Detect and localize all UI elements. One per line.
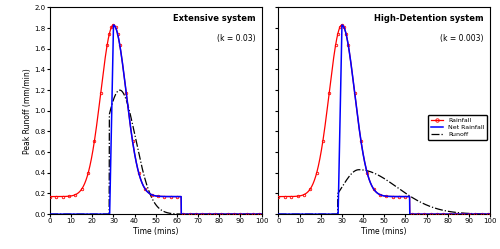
- X-axis label: Time (mins): Time (mins): [133, 227, 178, 236]
- Text: High-Detention system: High-Detention system: [374, 14, 484, 23]
- Y-axis label: Peak Runoff (mm/min): Peak Runoff (mm/min): [23, 68, 32, 154]
- Text: (k = 0.03): (k = 0.03): [216, 34, 255, 43]
- Text: (k = 0.003): (k = 0.003): [440, 34, 484, 43]
- Legend: Rainfall, Net Rainfall, Runoff: Rainfall, Net Rainfall, Runoff: [428, 115, 487, 140]
- X-axis label: Time (mins): Time (mins): [362, 227, 407, 236]
- Text: Extensive system: Extensive system: [172, 14, 255, 23]
